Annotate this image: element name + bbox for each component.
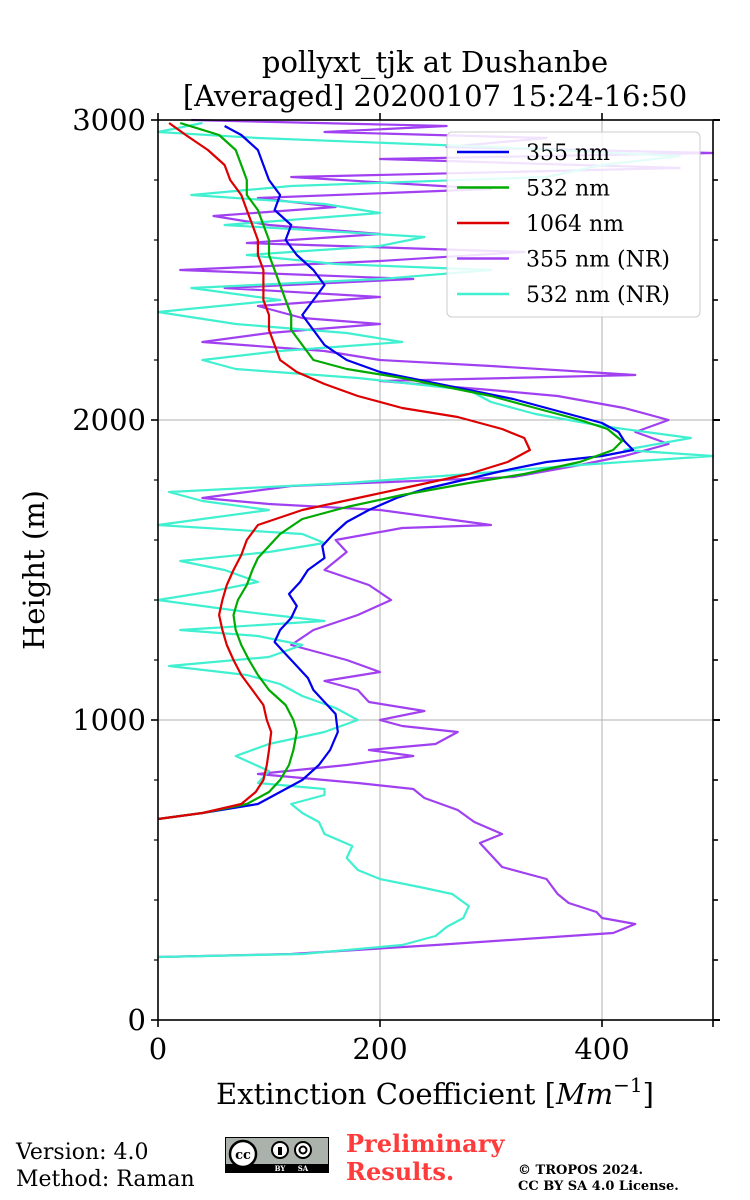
cc-license-badge: cc BY SA: [225, 1137, 329, 1173]
sa-badge-text: SA: [298, 1164, 309, 1173]
y-axis-label: Height (m): [17, 490, 51, 650]
legend-label: 355 nm: [526, 141, 610, 166]
sa-share-inner: [298, 1145, 308, 1155]
chart-title-line2: [Averaged] 20200107 15:24-16:50: [183, 79, 687, 113]
copyright-line2: CC BY SA 4.0 License.: [518, 1179, 679, 1194]
by-person-body: [278, 1147, 282, 1155]
plot-frame: [157, 119, 714, 1021]
preliminary-line1: Preliminary: [346, 1129, 505, 1158]
x-tick-label: 0: [149, 1032, 167, 1066]
legend-label: 532 nm: [526, 177, 610, 202]
preliminary-line2: Results.: [346, 1157, 455, 1186]
legend: 355 nm 532 nm 1064 nm 355 nm (NR) 532 nm (NR…: [446, 131, 701, 318]
legend-label: 1064 nm: [526, 212, 624, 237]
copyright-line1: © TROPOS 2024.: [518, 1163, 644, 1178]
axis-ticks: [151, 113, 720, 1027]
x-tick-label: 400: [574, 1032, 629, 1066]
legend-entries: 355 nm 532 nm 1064 nm 355 nm (NR) 532 nm (NR…: [457, 141, 670, 308]
badge-bottom-bar: [226, 1164, 328, 1172]
x-axis-label: Extinction Coefficient [Mm−1]: [216, 1073, 654, 1111]
by-badge-text: BY: [275, 1164, 287, 1173]
series-line-532-nm: [157, 121, 624, 821]
copyright-note: © TROPOS 2024. CC BY SA 4.0 License.: [518, 1163, 679, 1195]
y-tick-label: 0: [128, 1003, 146, 1037]
legend-label: 532 nm (NR): [526, 283, 670, 308]
chart-title-line1: pollyxt_tjk at Dushanbe: [262, 45, 608, 80]
preliminary-results-note: Preliminary Results.: [346, 1130, 504, 1186]
method-label: Method: Raman: [16, 1167, 195, 1192]
series-lines: [156, 118, 715, 959]
version-label: Version: 4.0: [16, 1140, 149, 1165]
y-tick-label: 2000: [72, 403, 146, 437]
series-line-532-nm-nr-: [156, 121, 715, 959]
x-tick-label: 200: [352, 1032, 407, 1066]
y-tick-label: 3000: [72, 103, 146, 137]
cc-icon: [228, 1139, 258, 1169]
cc-icon-text: cc: [235, 1148, 251, 1163]
series-line-1064-nm: [157, 122, 531, 821]
sa-share-icon: [294, 1141, 312, 1159]
series-line-355-nm: [157, 125, 635, 821]
legend-box: [446, 131, 701, 318]
legend-label: 355 nm (NR): [526, 248, 670, 273]
axis-tick-labels: 0 200 400 0 1000 2000 3000: [72, 103, 629, 1066]
series-line-355-nm-nr-: [157, 118, 715, 959]
y-tick-label: 1000: [72, 703, 146, 737]
